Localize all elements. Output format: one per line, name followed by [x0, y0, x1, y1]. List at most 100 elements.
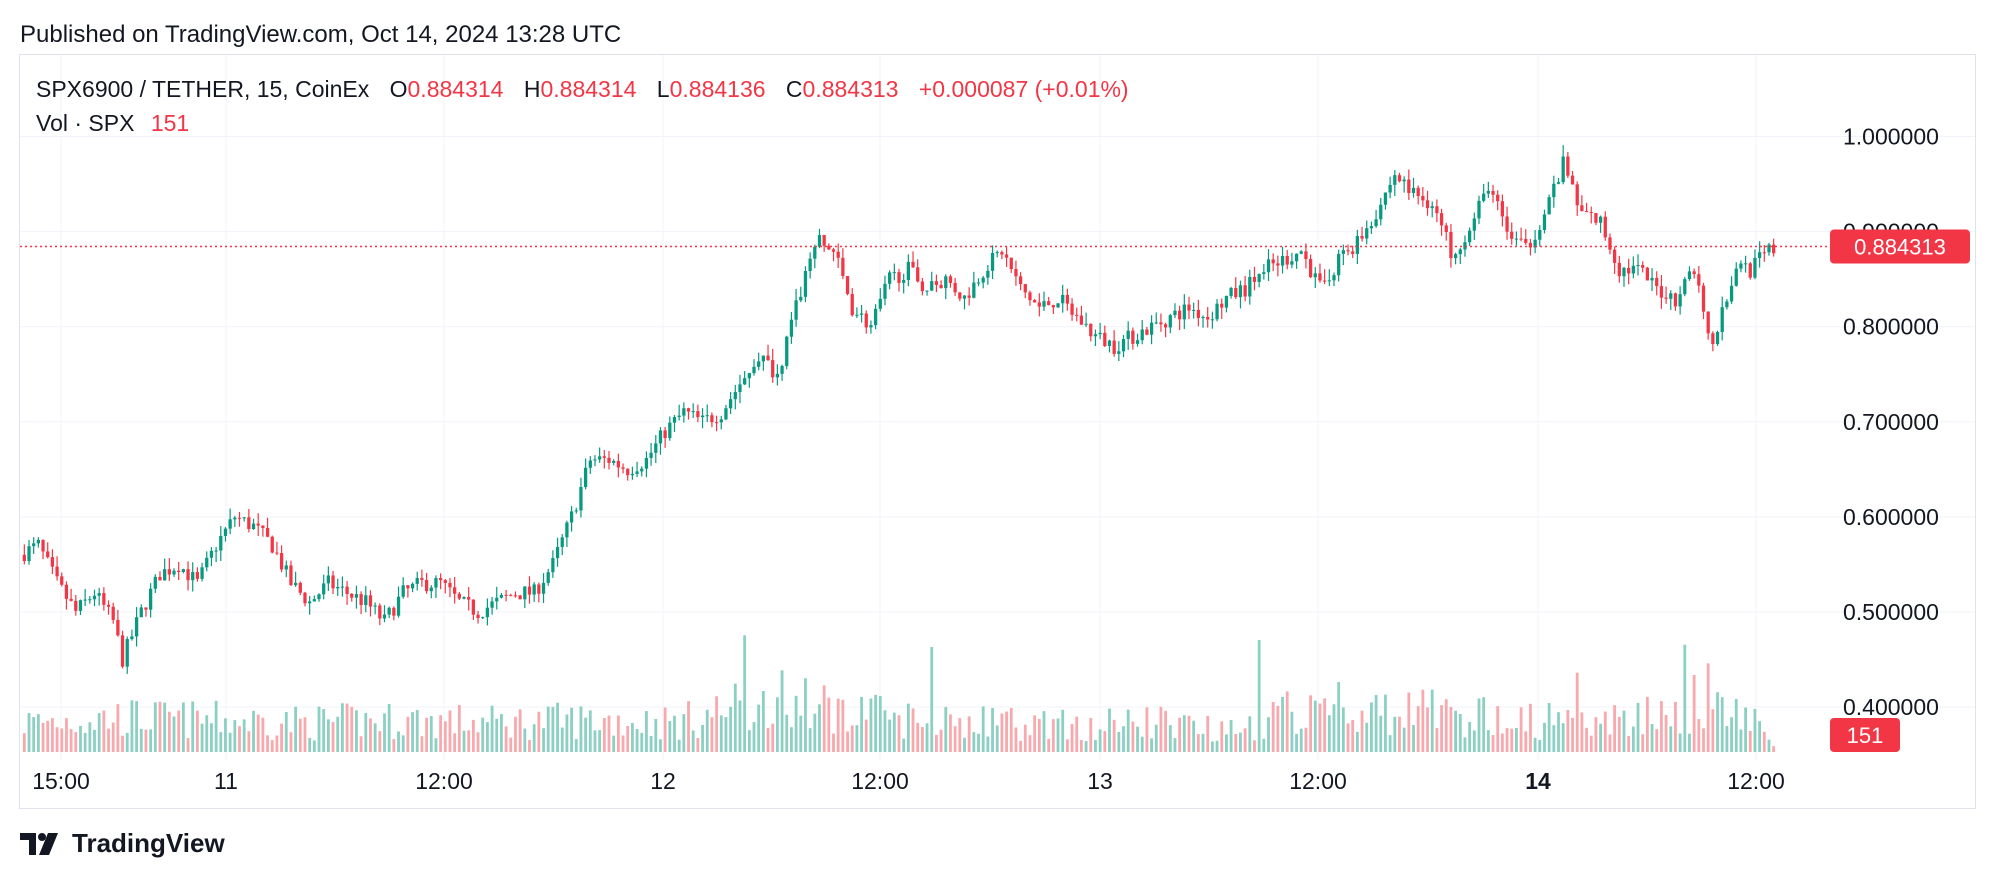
volume-bar: [981, 706, 985, 752]
candle-body: [1014, 269, 1018, 277]
candle-body: [396, 596, 401, 616]
volume-bar: [1748, 731, 1752, 752]
candle-body: [177, 570, 181, 573]
candle-body: [504, 594, 508, 596]
candle-body: [630, 473, 635, 476]
volume-bar: [752, 722, 756, 752]
candle-body: [359, 594, 363, 606]
volume-bar: [986, 736, 990, 752]
volume-bar: [1454, 710, 1458, 752]
candle-body: [378, 605, 382, 619]
volume-bar: [1117, 732, 1121, 752]
candle-body: [364, 595, 368, 606]
candle-body: [102, 593, 106, 605]
volume-bar: [1084, 741, 1088, 752]
candle-body: [1323, 280, 1327, 282]
candle-body: [163, 569, 167, 581]
volume-bar: [972, 732, 976, 752]
candle-body: [1655, 278, 1659, 287]
candle-body: [831, 249, 836, 252]
candle-body: [1084, 323, 1088, 325]
candle-body: [541, 582, 546, 594]
volume-bar: [1655, 729, 1659, 752]
volume-bar: [935, 734, 938, 752]
volume-bar: [598, 730, 602, 752]
volume-bar: [1580, 712, 1584, 752]
volume-bar: [1253, 740, 1256, 752]
candle-body: [1327, 280, 1331, 282]
candle-body: [990, 252, 995, 271]
volume-bar: [181, 702, 185, 752]
volume-bar: [1468, 721, 1472, 752]
candle-body: [303, 592, 307, 604]
volume-bar: [733, 683, 737, 752]
candle-body: [1743, 263, 1748, 265]
candle-body: [1425, 200, 1430, 209]
candle-body: [747, 373, 751, 379]
candle-body: [1519, 238, 1523, 240]
time-tick-label: 12: [650, 768, 676, 794]
candle-body: [298, 582, 302, 593]
candle-body: [476, 614, 480, 619]
candle-body: [1023, 284, 1027, 293]
candle-body: [658, 430, 663, 444]
candle-body: [186, 569, 190, 581]
candle-body: [527, 586, 532, 595]
candle-body: [1365, 228, 1369, 239]
candle-body: [1224, 295, 1229, 308]
candle-body: [906, 261, 910, 281]
volume-bar: [874, 694, 878, 752]
candle-body: [1047, 301, 1051, 306]
volume-label[interactable]: Vol · SPX: [36, 110, 135, 136]
volume-bar: [1337, 682, 1341, 752]
volume-bar: [1229, 720, 1233, 752]
volume-bar: [83, 732, 87, 752]
candle-body: [485, 607, 490, 618]
volume-bar: [401, 735, 405, 752]
volume-bar: [687, 701, 690, 752]
time-tick-label: 15:00: [32, 768, 90, 794]
footer-brand[interactable]: TradingView: [20, 828, 225, 859]
candle-body: [588, 460, 592, 468]
candle-body: [1444, 225, 1448, 232]
candle-body: [438, 578, 443, 581]
candle-body: [579, 486, 583, 511]
volume-bar: [406, 716, 410, 752]
candle-body: [1248, 276, 1252, 297]
volume-bar: [74, 732, 78, 752]
candle-body: [733, 392, 737, 400]
volume-bar: [1028, 735, 1032, 752]
volume-bar: [242, 719, 246, 752]
price-axis: 1.0000000.9000000.8000000.7000000.600000…: [1843, 124, 1939, 720]
volume-bar: [1627, 735, 1631, 752]
candle-body: [845, 276, 850, 294]
volume-bar: [841, 699, 845, 752]
candle-body: [1075, 314, 1079, 316]
volume-bar: [1407, 692, 1411, 752]
candle-body: [1009, 257, 1013, 270]
volume-bar: [1094, 740, 1097, 752]
volume-bar: [953, 726, 957, 752]
candle-body: [761, 355, 765, 362]
volume-bar: [775, 697, 779, 752]
volume-bar: [1271, 702, 1275, 752]
candle-body: [420, 577, 424, 580]
volume-bar: [1393, 716, 1397, 752]
volume-bar: [790, 727, 793, 752]
candle-body: [1126, 330, 1130, 340]
volume-bar: [780, 670, 784, 752]
candle-body: [1140, 329, 1144, 341]
candle-body: [986, 270, 990, 278]
volume-bar: [1374, 695, 1378, 752]
volume-bar: [79, 725, 82, 752]
candle-body: [1720, 307, 1724, 332]
candle-body: [902, 280, 906, 283]
candle-body: [1252, 276, 1257, 282]
candle-body: [1351, 251, 1355, 254]
volume-bar: [1089, 718, 1093, 752]
volume-bar: [1014, 727, 1018, 752]
volume-bar: [350, 706, 354, 752]
last-price-badge-label: 0.884313: [1854, 235, 1946, 260]
symbol-label[interactable]: SPX6900 / TETHER, 15, CoinEx: [36, 76, 370, 102]
